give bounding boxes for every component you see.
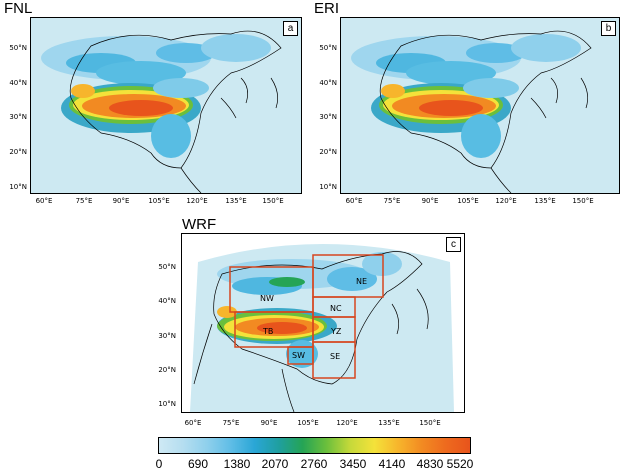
colorbar-label-2760: 2760	[300, 457, 328, 471]
lon-tick-a-135: 135°E	[225, 197, 247, 205]
colorbar-label-2070: 2070	[261, 457, 289, 471]
region-boxes	[229, 254, 384, 379]
region-label-nw: NW	[260, 294, 274, 303]
panel-title-wrf: WRF	[182, 216, 217, 233]
lat-tick-a-50: 50°N	[9, 44, 27, 52]
lon-tick-b-90: 90°E	[421, 197, 439, 205]
lon-tick-b-105: 105°E	[457, 197, 479, 205]
lon-tick-c-105: 105°E	[297, 419, 319, 427]
lon-tick-c-150: 150°E	[419, 419, 441, 427]
lon-tick-c-120: 120°E	[336, 419, 358, 427]
lat-tick-a-30: 30°N	[9, 113, 27, 121]
panel-letter-b: b	[601, 21, 616, 36]
lat-tick-c-40: 40°N	[158, 297, 176, 305]
lat-tick-c-10: 10°N	[158, 400, 176, 408]
lon-tick-c-90: 90°E	[260, 419, 278, 427]
terrain-map-wrf: NE NW NC TB YZ SW SE	[190, 244, 454, 412]
lat-tick-a-10: 10°N	[9, 183, 27, 191]
lat-tick-c-30: 30°N	[158, 332, 176, 340]
lat-tick-c-20: 20°N	[158, 366, 176, 374]
colorbar-label-3450: 3450	[339, 457, 367, 471]
region-label-tb: TB	[262, 327, 273, 336]
region-label-se: SE	[330, 352, 340, 361]
lat-tick-b-20: 20°N	[319, 148, 337, 156]
lon-tick-a-105: 105°E	[148, 197, 170, 205]
map-wrf: NE NW NC TB YZ SW SE c	[181, 233, 465, 413]
colorbar-label-4140: 4140	[378, 457, 406, 471]
colorbar-label-5520: 5520	[446, 457, 474, 471]
lat-tick-a-20: 20°N	[9, 148, 27, 156]
colorbar-label-1380: 1380	[223, 457, 251, 471]
lon-tick-a-120: 120°E	[186, 197, 208, 205]
terrain-map-eri	[341, 18, 619, 193]
panel-letter-a: a	[283, 21, 298, 36]
lon-tick-a-90: 90°E	[112, 197, 130, 205]
lon-tick-b-75: 75°E	[383, 197, 401, 205]
colorbar-label-0: 0	[155, 457, 163, 471]
lon-tick-c-135: 135°E	[378, 419, 400, 427]
colorbar-label-690: 690	[187, 457, 209, 471]
lon-tick-a-60: 60°E	[35, 197, 53, 205]
lon-tick-b-135: 135°E	[534, 197, 556, 205]
elevation-colorbar	[158, 437, 471, 454]
colorbar-label-4830: 4830	[416, 457, 444, 471]
region-label-nc: NC	[330, 304, 342, 313]
lat-tick-b-40: 40°N	[319, 79, 337, 87]
lat-tick-b-30: 30°N	[319, 113, 337, 121]
lat-tick-b-10: 10°N	[319, 183, 337, 191]
lon-tick-b-60: 60°E	[345, 197, 363, 205]
terrain-map-fnl	[31, 18, 301, 193]
lon-tick-c-60: 60°E	[184, 419, 202, 427]
region-box-se	[312, 341, 356, 379]
region-label-ne: NE	[356, 277, 367, 286]
map-fnl: a	[30, 17, 302, 194]
lon-tick-b-150: 150°E	[572, 197, 594, 205]
lon-tick-a-75: 75°E	[75, 197, 93, 205]
region-label-sw: SW	[292, 351, 305, 360]
lon-tick-c-75: 75°E	[222, 419, 240, 427]
lat-tick-a-40: 40°N	[9, 79, 27, 87]
lon-tick-a-150: 150°E	[262, 197, 284, 205]
lon-tick-b-120: 120°E	[495, 197, 517, 205]
panel-title-fnl: FNL	[4, 0, 33, 17]
lat-tick-b-50: 50°N	[319, 44, 337, 52]
panel-letter-c: c	[446, 237, 461, 252]
map-eri: b	[340, 17, 620, 194]
panel-title-eri: ERI	[314, 0, 340, 17]
region-label-yz: YZ	[330, 327, 342, 336]
lat-tick-c-50: 50°N	[158, 263, 176, 271]
